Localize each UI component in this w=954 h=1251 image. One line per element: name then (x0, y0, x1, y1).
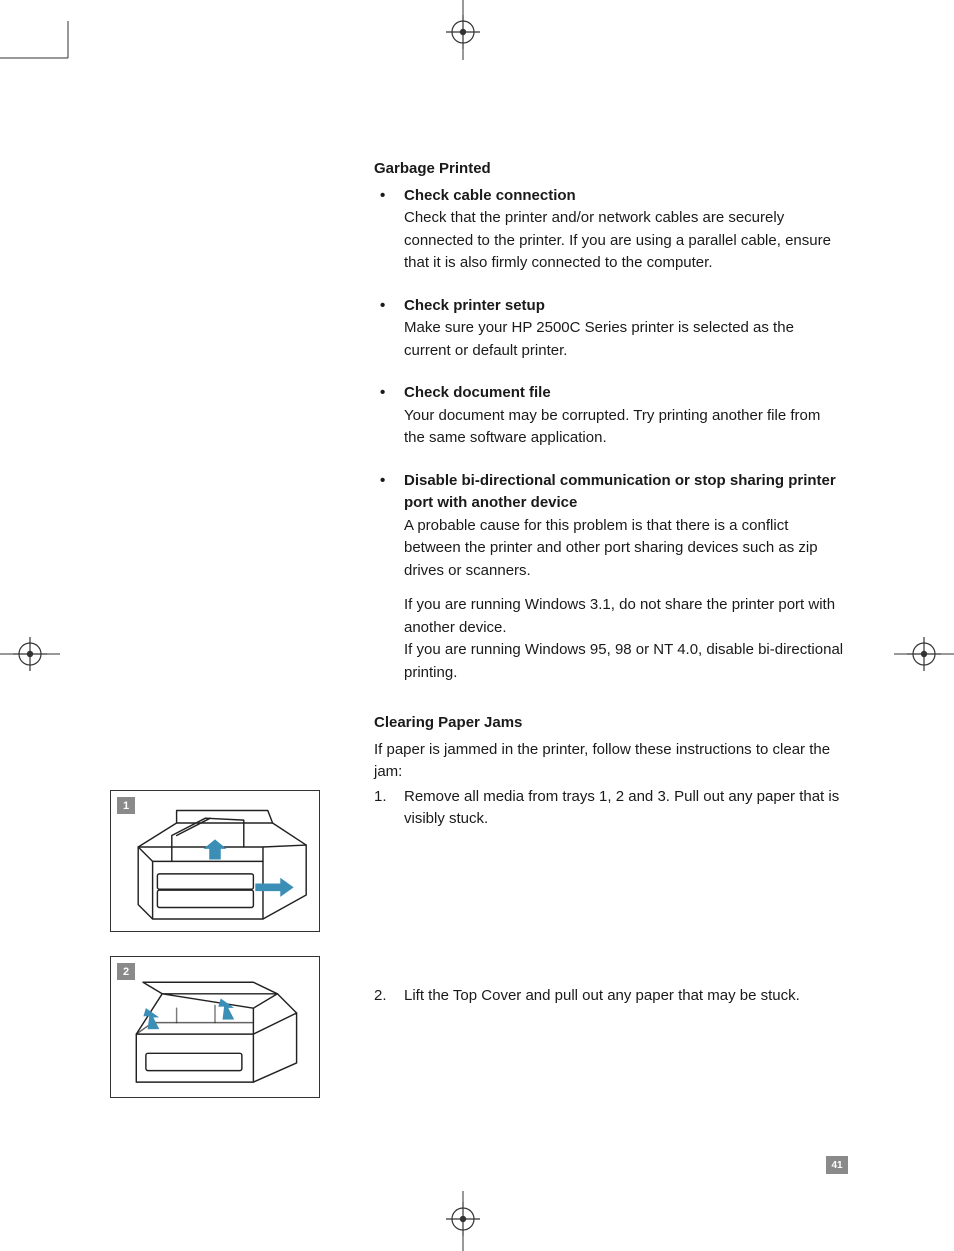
bullet-title: Check printer setup (404, 295, 844, 318)
page-number-tab: 41 (826, 1156, 848, 1174)
crop-registration-right (894, 627, 954, 681)
figure-2: 2 (110, 956, 320, 1098)
bullet-body: Check that the printer and/or network ca… (404, 207, 844, 275)
bullet-item: Check document file Your document may be… (374, 382, 844, 450)
step-text: Lift the Top Cover and pull out any pape… (404, 985, 844, 1008)
crop-registration-top (436, 0, 490, 60)
figure-1: 1 (110, 790, 320, 932)
bullet-title: Check cable connection (404, 185, 844, 208)
section-heading-garbage: Garbage Printed (374, 158, 844, 181)
bullet-item: Check cable connection Check that the pr… (374, 185, 844, 275)
bullet-item: Check printer setup Make sure your HP 25… (374, 295, 844, 363)
bullet-title: Disable bi-directional communication or … (404, 470, 844, 515)
printer-illustration-1 (119, 799, 311, 924)
crop-top-left (0, 21, 90, 59)
bullet-body: Make sure your HP 2500C Series printer i… (404, 317, 844, 362)
bullet-list-garbage: Check cable connection Check that the pr… (374, 185, 844, 685)
bullet-body: Your document may be corrupted. Try prin… (404, 405, 844, 450)
printer-illustration-2 (119, 965, 311, 1090)
step-2: 2. Lift the Top Cover and pull out any p… (374, 985, 844, 1008)
step-number: 1. (374, 786, 404, 831)
bullet-title: Check document file (404, 382, 844, 405)
crop-registration-bottom (436, 1191, 490, 1251)
step-text: Remove all media from trays 1, 2 and 3. … (404, 786, 844, 831)
step-1: 1. Remove all media from trays 1, 2 and … (374, 786, 844, 831)
bullet-item: Disable bi-directional communication or … (374, 470, 844, 685)
bullet-body: A probable cause for this problem is tha… (404, 515, 844, 685)
step-number: 2. (374, 985, 404, 1008)
section-heading-jams: Clearing Paper Jams (374, 712, 844, 735)
section-clearing-jams: Clearing Paper Jams If paper is jammed i… (374, 712, 844, 1007)
section-intro: If paper is jammed in the printer, follo… (374, 739, 844, 784)
crop-registration-left (0, 627, 60, 681)
page-body: Garbage Printed Check cable connection C… (374, 158, 844, 1007)
